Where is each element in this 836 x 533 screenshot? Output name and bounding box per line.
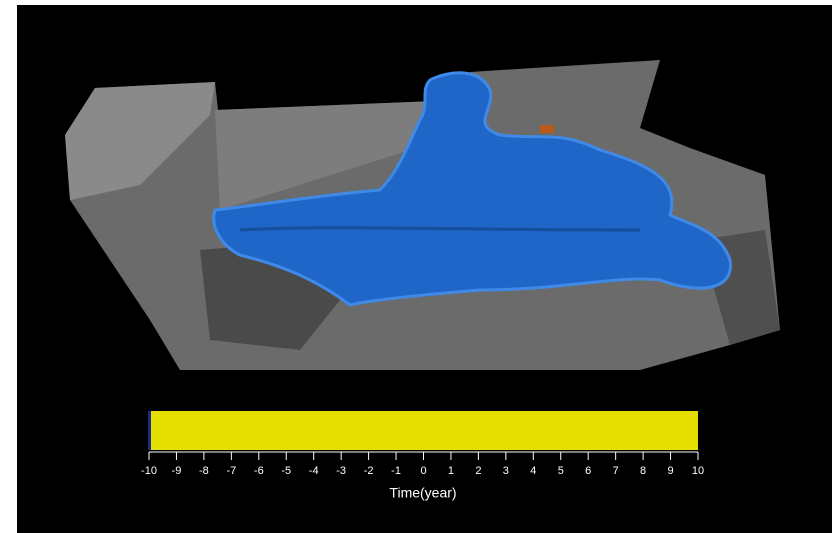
- tick-label: 3: [503, 465, 509, 477]
- tick-label: -10: [141, 465, 157, 477]
- time-bar: [148, 411, 698, 450]
- tick-label: 0: [420, 465, 426, 477]
- tick-label: 1: [448, 465, 454, 477]
- tick-label: -2: [364, 465, 374, 477]
- tick-label: -6: [254, 465, 264, 477]
- screenshot: -10-9-8-7-6-5-4-3-2-1012345678910 Time(y…: [0, 0, 836, 533]
- tick-label: 5: [558, 465, 564, 477]
- tick-label: -7: [226, 465, 236, 477]
- tick-label: -9: [172, 465, 182, 477]
- tick-label: 4: [530, 465, 536, 477]
- tick-label: -5: [281, 465, 291, 477]
- tick-label: -4: [309, 465, 319, 477]
- tick-label: 9: [667, 465, 673, 477]
- tick-label: 2: [475, 465, 481, 477]
- axis-label: Time(year): [389, 485, 456, 501]
- marker: [540, 125, 554, 133]
- tick-label: 8: [640, 465, 646, 477]
- tick-label: -8: [199, 465, 209, 477]
- tick-label: 10: [692, 465, 704, 477]
- tick-label: 7: [613, 465, 619, 477]
- tick-label: -1: [391, 465, 401, 477]
- time-cursor: [148, 411, 151, 450]
- tick-label: -3: [336, 465, 346, 477]
- tick-label: 6: [585, 465, 591, 477]
